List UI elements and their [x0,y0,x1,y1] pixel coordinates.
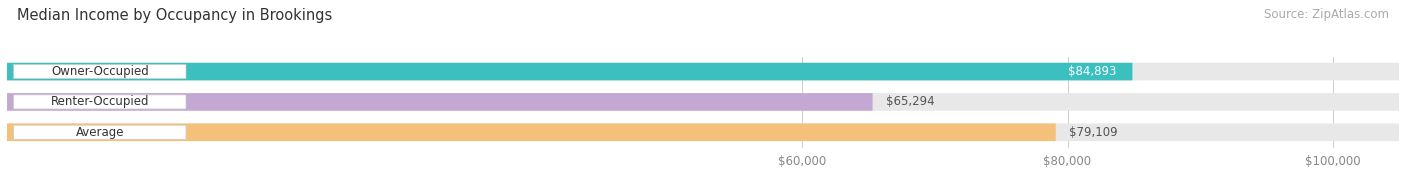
FancyBboxPatch shape [14,125,186,139]
FancyBboxPatch shape [7,63,1399,80]
FancyBboxPatch shape [7,63,1132,80]
Text: $65,294: $65,294 [886,95,935,108]
FancyBboxPatch shape [7,93,873,111]
Text: $79,109: $79,109 [1069,126,1118,139]
FancyBboxPatch shape [14,95,186,109]
Text: Source: ZipAtlas.com: Source: ZipAtlas.com [1264,8,1389,21]
Text: Average: Average [76,126,124,139]
FancyBboxPatch shape [14,64,186,79]
Text: Owner-Occupied: Owner-Occupied [51,65,149,78]
FancyBboxPatch shape [7,123,1056,141]
FancyBboxPatch shape [7,93,1399,111]
FancyBboxPatch shape [7,123,1399,141]
Text: Renter-Occupied: Renter-Occupied [51,95,149,108]
Text: Median Income by Occupancy in Brookings: Median Income by Occupancy in Brookings [17,8,332,23]
Text: $84,893: $84,893 [1069,65,1116,78]
